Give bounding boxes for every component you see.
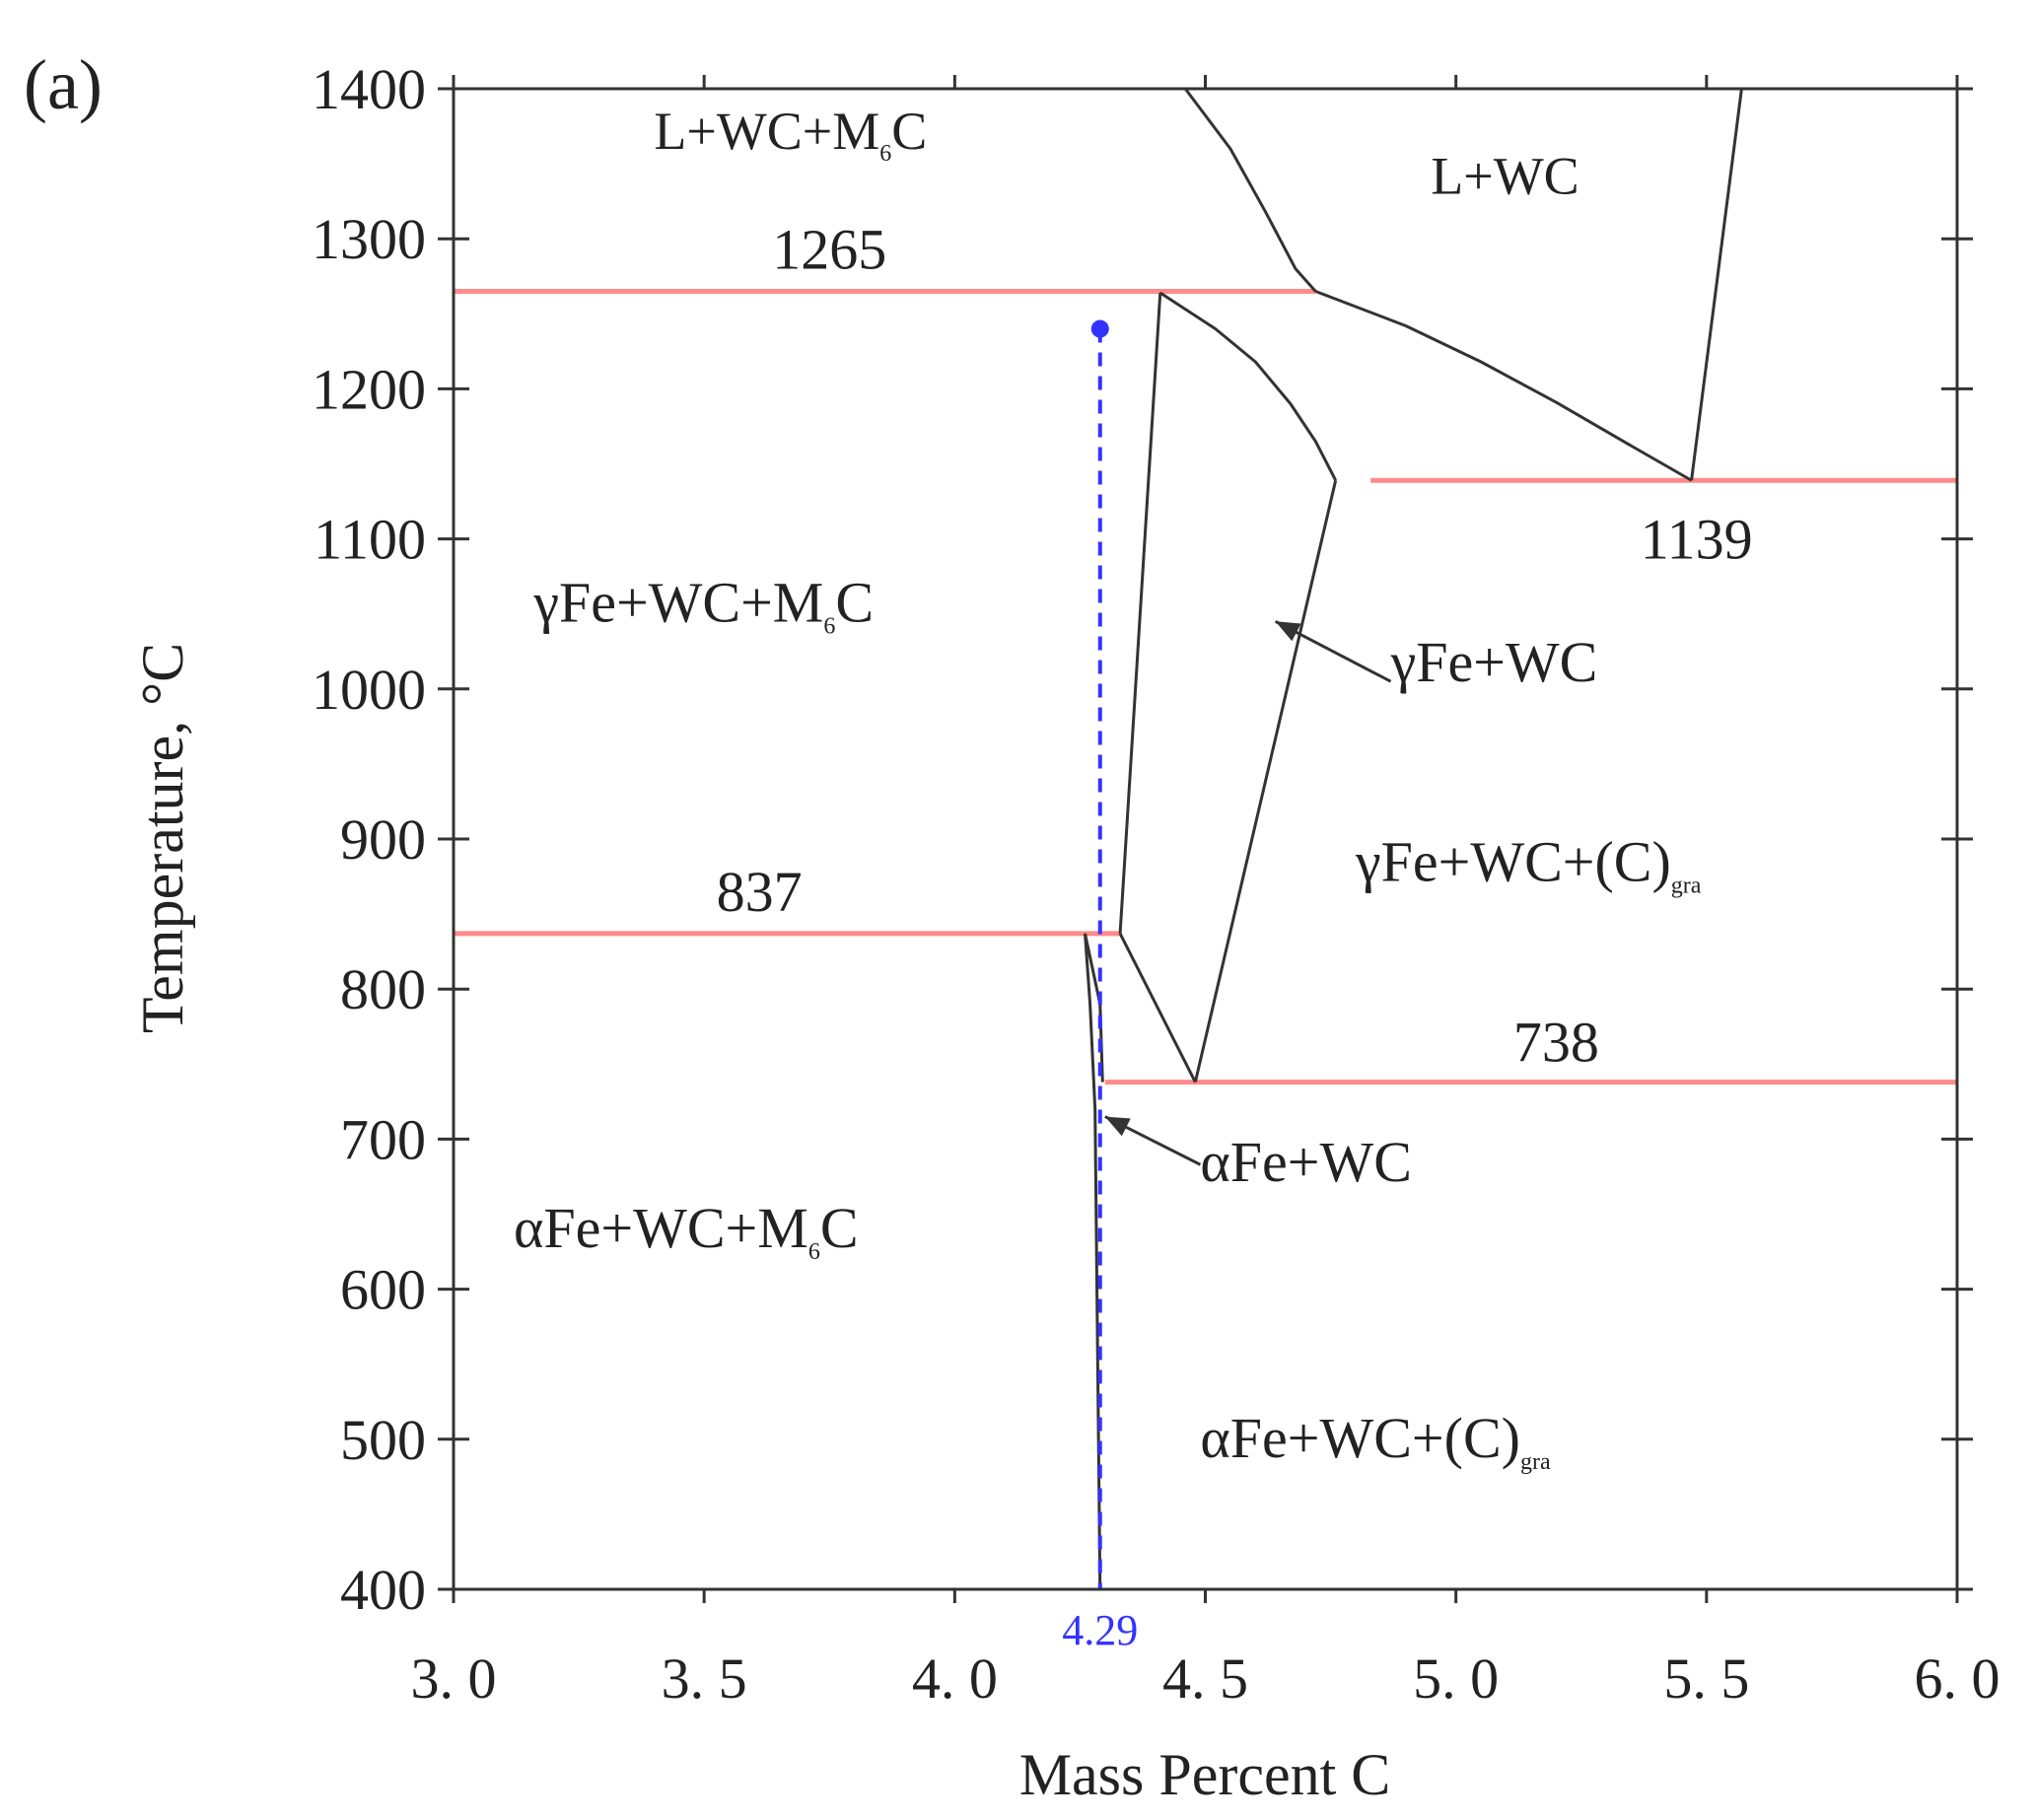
y-tick-label: 1400	[312, 57, 426, 121]
x-tick-label: 4. 5	[1162, 1646, 1248, 1711]
x-axis-title: Mass Percent C	[1019, 1742, 1391, 1807]
boundary-liquidus-right	[1690, 88, 1743, 481]
x-tick-label: 3. 5	[662, 1646, 747, 1711]
boundary-l-wc-lower	[1314, 290, 1693, 482]
y-tick-label: 500	[340, 1408, 426, 1472]
plot-frame	[452, 87, 1959, 1591]
region-label: γFe+WC+(C)gra	[1355, 830, 1702, 899]
boundary-gamma-wc-left	[1118, 292, 1162, 934]
y-tick-label: 800	[340, 957, 426, 1021]
isotherm-label: 837	[717, 860, 803, 924]
boundary-alpha-wc-sliver-left	[1084, 933, 1102, 1590]
marker-point	[1090, 319, 1109, 338]
isotherm-label: 738	[1513, 1010, 1599, 1074]
boundary-gamma-wc-top	[1158, 291, 1338, 481]
eutectic-isotherms	[454, 288, 1957, 1085]
y-tick-label: 900	[340, 807, 426, 872]
y-tick-label: 1300	[312, 207, 426, 271]
region-label: αFe+WC+(C)gra	[1200, 1406, 1551, 1475]
x-tick-label: 5. 5	[1663, 1646, 1749, 1711]
x-tick-label: 5. 0	[1413, 1646, 1499, 1711]
x-tick-label: 3. 0	[411, 1646, 497, 1711]
boundary-liquidus-left	[1183, 88, 1317, 293]
phase-regions: L+WC+M6C L+WC γFe+WC+M6C γFe+WC γFe+WC+(C)gr…	[514, 102, 1702, 1475]
composition-marker: 4.29	[1062, 319, 1138, 1654]
isotherm-label: 1265	[772, 218, 886, 282]
label-arrows	[1104, 619, 1392, 1166]
region-label: γFe+WC+M6C	[532, 570, 874, 639]
y-tick-label: 600	[340, 1258, 426, 1322]
marker-label: 4.29	[1062, 1606, 1138, 1654]
boundary-gamma-wc-right	[1193, 479, 1338, 1083]
region-label: αFe+WC+M6C	[514, 1196, 859, 1265]
isotherm-label: 1139	[1641, 507, 1753, 571]
region-label: L+WC+M6C	[654, 102, 927, 167]
boundary-gamma-wc-bottom-left	[1118, 933, 1197, 1084]
y-tick-label: 700	[340, 1107, 426, 1171]
y-tick-label: 1100	[314, 508, 426, 572]
region-label: γFe+WC	[1390, 630, 1598, 694]
x-tick-label: 6. 0	[1915, 1646, 2000, 1711]
y-tick-label: 1000	[312, 658, 426, 722]
arrow-alpha-wc-head	[1104, 1116, 1131, 1137]
region-label: αFe+WC	[1200, 1130, 1412, 1194]
axes: 3. 0 3. 5 4. 0 4. 5 5. 0 5. 5 6. 0 400 500 600 700…	[312, 57, 2000, 1711]
region-label: L+WC	[1431, 147, 1579, 206]
arrow-gamma-wc-head	[1275, 621, 1301, 642]
y-axis-title: Temperature, °C	[130, 643, 195, 1033]
annotations: 1265 1139 837 738	[717, 218, 1753, 1075]
y-tick-label: 1200	[312, 357, 426, 421]
y-tick-label: 400	[340, 1558, 426, 1622]
panel-label: (a)	[24, 45, 103, 124]
x-tick-label: 4. 0	[912, 1646, 998, 1711]
